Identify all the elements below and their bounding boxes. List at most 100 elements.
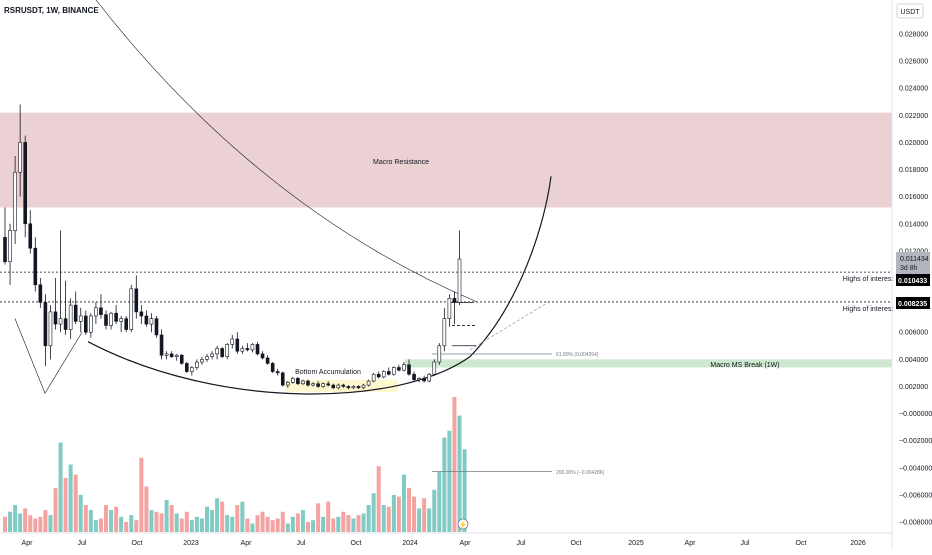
bottom-accumulation-label: Bottom Accumulation (295, 369, 361, 376)
volume-bar (68, 464, 73, 532)
volume-bar (179, 518, 184, 532)
candle-body (28, 223, 33, 249)
currency-button[interactable] (896, 3, 924, 19)
macro-ms-break-label: Macro MS Break (1W) (710, 362, 779, 369)
volume-bar (290, 516, 295, 532)
candle-body (306, 380, 310, 386)
candle-body (33, 247, 38, 286)
candle-body (53, 311, 58, 325)
time-tick-label: Apr (685, 540, 697, 547)
volume-bar (285, 523, 290, 532)
volume-bar (462, 449, 467, 532)
high-price-tag-1-value: 0.010433 (898, 278, 927, 285)
volume-bar (407, 488, 411, 532)
volume-bar (311, 520, 316, 532)
volume-layer (3, 397, 467, 532)
candle-body (8, 230, 12, 263)
time-tick-label: Jul (517, 540, 526, 547)
candle-body (99, 307, 103, 315)
volume-bar (316, 503, 321, 532)
volume-bar (215, 498, 220, 532)
price-tick-label: −0.008000 (899, 520, 932, 527)
candle-body (275, 371, 280, 374)
candle-body (225, 344, 229, 357)
volume-bar (139, 457, 144, 532)
volume-bar (189, 520, 194, 532)
macro-ms-break-zone (405, 359, 892, 368)
candle-body (235, 338, 240, 352)
time-axis[interactable]: Apr Jul Oct 2023 Apr Jul Oct 2024 Apr Jul Oct 2025 A… (22, 540, 866, 547)
volume-bar (205, 506, 209, 532)
volume-bar (391, 494, 396, 532)
volume-bar (18, 513, 23, 532)
lightning-icon[interactable] (457, 518, 469, 530)
countdown-value: 3d 8h (900, 265, 918, 272)
candle-body (164, 353, 169, 356)
candle-body (296, 378, 300, 385)
volume-bar (220, 501, 225, 532)
volume-bar (164, 499, 169, 532)
candle-body (412, 373, 416, 380)
volume-bar (134, 520, 139, 532)
price-tick-label: −0.004000 (899, 465, 932, 472)
volume-bar (169, 505, 174, 532)
volume-bar (174, 513, 179, 532)
candle-body (316, 383, 320, 387)
candle-body (134, 288, 139, 313)
price-tick-label: 0.006000 (899, 330, 928, 337)
time-tick-label: 2025 (628, 540, 644, 547)
volume-bar (457, 415, 462, 532)
volume-bar (78, 494, 83, 532)
candle-body (250, 344, 255, 351)
volume-bar (250, 523, 255, 532)
volume-bar (260, 511, 265, 532)
macro-resistance-label: Macro Resistance (373, 159, 429, 166)
volume-bar (28, 515, 33, 532)
volume-bar (356, 515, 361, 532)
cup-curve (87, 176, 552, 395)
high-price-tag-2-value: 0.008235 (898, 301, 927, 308)
volume-bar (38, 516, 43, 532)
volume-bar (442, 437, 447, 532)
volume-bar (240, 501, 245, 532)
volume-bar (58, 442, 63, 532)
candle-body (78, 315, 83, 322)
candle-body (129, 288, 134, 330)
volume-bar (341, 511, 346, 532)
volume-bar (88, 510, 93, 532)
currency-label: USDT (900, 9, 920, 16)
volume-bar (366, 505, 371, 532)
volume-bar (184, 511, 189, 532)
volume-bar (300, 510, 305, 532)
candle-body (109, 312, 113, 326)
volume-bar (437, 471, 442, 532)
volume-bar (48, 515, 53, 532)
volume-bar (331, 518, 336, 532)
time-tick-label: Apr (22, 540, 34, 547)
volume-bar (104, 505, 108, 532)
volume-bar (280, 511, 285, 532)
volume-bar (361, 513, 366, 532)
candle-body (270, 363, 275, 372)
volume-bar (412, 496, 417, 532)
candle-body (371, 373, 376, 382)
candle-body (336, 384, 341, 389)
candle-body (381, 371, 386, 378)
volume-bar (255, 515, 260, 532)
volume-bar (114, 506, 119, 532)
candle-body (240, 348, 245, 352)
candle-body (331, 384, 336, 389)
volume-bar (199, 518, 204, 532)
candle-body (442, 318, 447, 347)
volume-bar (371, 493, 376, 532)
volume-bar (144, 486, 149, 532)
high-price-tag-2 (896, 297, 930, 309)
candle-body (402, 364, 406, 371)
volume-bar (326, 501, 331, 532)
candle-body (195, 361, 199, 368)
candle-body (245, 348, 250, 351)
candle-body (366, 380, 371, 386)
price-tick-label: 0.002000 (899, 384, 928, 391)
candle-body (104, 314, 108, 326)
